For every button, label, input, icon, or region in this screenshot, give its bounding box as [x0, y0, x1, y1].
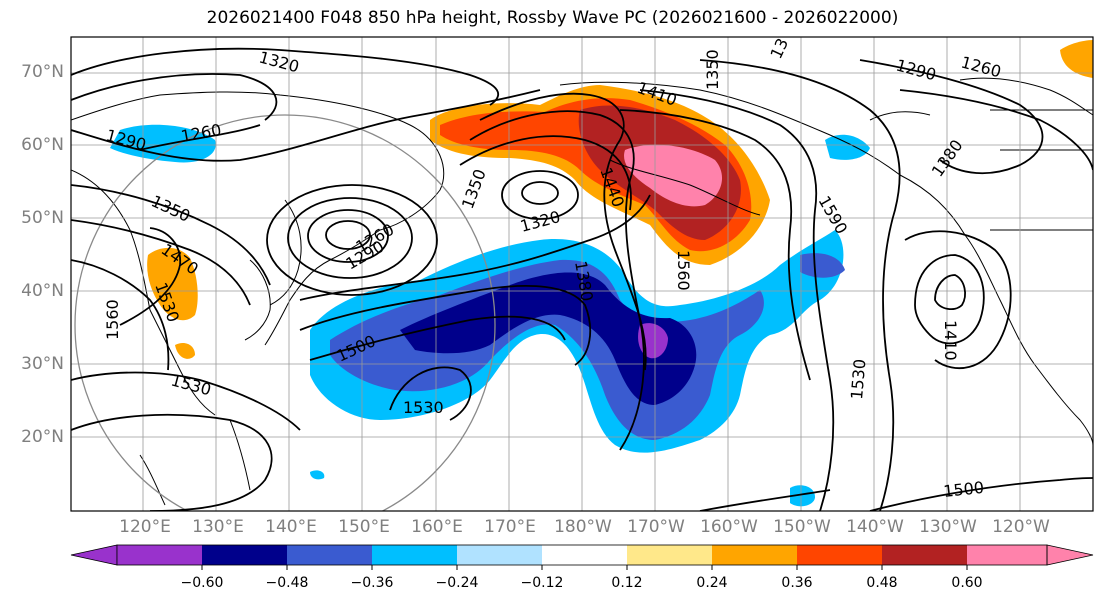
contour-label: 1350: [148, 191, 193, 225]
contour-label: 1350: [703, 49, 722, 90]
lon-label: 170°W: [627, 517, 685, 537]
contour-label: 1530: [169, 371, 213, 400]
map-title: 2026021400 F048 850 hPa height, Rossby W…: [206, 8, 899, 28]
lon-label: 160°W: [700, 517, 758, 537]
lon-label: 130°W: [919, 517, 977, 537]
colorbar-min-arrow: [70, 544, 118, 566]
colorbar-tick-label: −0.48: [265, 575, 309, 591]
contour-label: 1530: [403, 398, 444, 417]
colorbar-swatch: [797, 545, 882, 565]
lat-label: 50°N: [21, 208, 64, 228]
lon-label: 140°E: [265, 517, 317, 537]
lon-label: 160°E: [411, 517, 463, 537]
colorbar-swatch: [117, 545, 202, 565]
colorbar-swatch: [202, 545, 287, 565]
contour-label: 1320: [518, 207, 562, 236]
radius-circle: [74, 114, 496, 511]
colorbar-swatch: [627, 545, 712, 565]
colorbar-tick-label: −0.24: [435, 575, 479, 591]
height-contours: [71, 47, 1093, 511]
contour-label: 1350: [458, 167, 490, 212]
positive-anomaly-shading: [147, 40, 1093, 359]
colorbar-max-arrow: [1046, 544, 1094, 566]
contour-label: 1530: [847, 358, 869, 400]
colorbar-tick-label: −0.60: [180, 575, 224, 591]
contour-label: 1560: [674, 250, 693, 291]
contour-label: 1560: [103, 299, 122, 340]
colorbar-tick-label: 0.36: [781, 575, 813, 591]
lon-label: 120°W: [992, 517, 1050, 537]
lon-label: 120°E: [119, 517, 171, 537]
contour-label: 1260: [959, 53, 1003, 82]
contour-label: 1380: [928, 136, 967, 180]
lat-label: 70°N: [21, 62, 64, 82]
colorbar-swatch: [542, 545, 627, 565]
lat-label: 20°N: [21, 427, 64, 447]
lat-label: 40°N: [21, 281, 64, 301]
contour-label: 1410: [941, 320, 960, 361]
lon-label: 180°W: [554, 517, 612, 537]
colorbar-swatch: [372, 545, 457, 565]
contour-label: 1290: [894, 56, 938, 85]
lon-label: 150°W: [773, 517, 831, 537]
colorbar-swatch: [457, 545, 542, 565]
contour-label: 1590: [815, 193, 852, 238]
lon-label: 170°E: [484, 517, 536, 537]
colorbar-tick-label: 0.12: [611, 575, 643, 591]
colorbar-tick-label: 0.60: [951, 575, 983, 591]
colorbar-swatch: [287, 545, 372, 565]
lat-label: 30°N: [21, 354, 64, 374]
contour-label: 1500: [942, 478, 984, 501]
colorbar-tick-label: 0.48: [866, 575, 898, 591]
colorbar-swatch: [712, 545, 797, 565]
negative-anomaly-shading: [110, 124, 870, 507]
colorbar-tick-label: 0.24: [696, 575, 728, 591]
colorbar-swatch: [967, 545, 1047, 565]
contour-label: 13: [766, 35, 792, 61]
lon-label: 140°W: [846, 517, 904, 537]
colorbar-tick-label: −0.36: [350, 575, 394, 591]
colorbar: [70, 544, 1094, 570]
colorbar-swatch: [882, 545, 967, 565]
lon-label: 150°E: [338, 517, 390, 537]
lat-label: 60°N: [21, 135, 64, 155]
graticule: [71, 37, 1093, 511]
lon-label: 130°E: [192, 517, 244, 537]
colorbar-tick-label: −0.12: [520, 575, 564, 591]
